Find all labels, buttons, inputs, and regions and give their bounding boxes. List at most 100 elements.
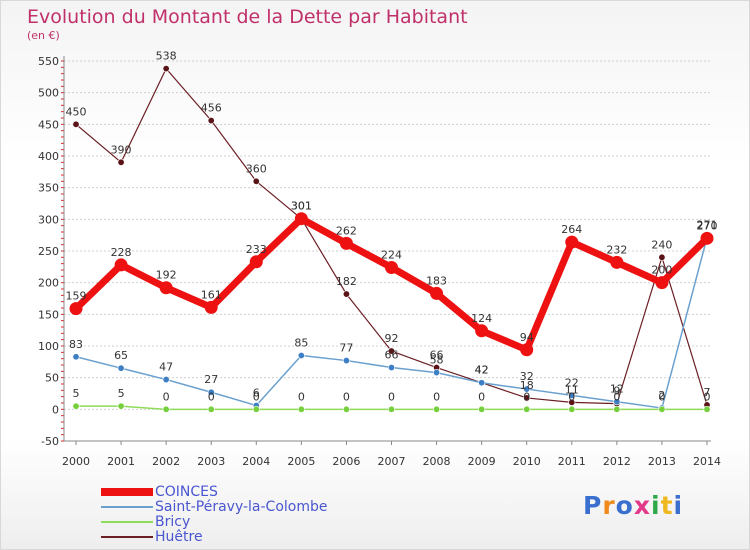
data-label: 7 [704,386,711,399]
data-point [385,260,398,274]
data-point [387,364,395,372]
data-point [430,286,444,300]
x-tick-label: 2002 [152,455,180,468]
data-label: 200 [651,264,672,277]
data-point [523,385,531,393]
data-label: 456 [201,102,222,115]
data-point [117,158,125,166]
legend-label: Bricy [155,514,191,530]
x-tick-label: 2005 [287,455,315,468]
legend-label: Huêtre [155,529,203,545]
data-point [114,258,128,272]
data-label: 450 [66,105,87,118]
y-tick-label: 300 [38,213,59,226]
data-point [162,376,170,384]
data-point [159,281,173,295]
data-point [523,394,531,402]
logo-letter: i [673,491,684,520]
data-point [342,290,350,298]
data-label: 27 [204,373,218,386]
data-label: 301 [291,200,312,213]
data-label: 42 [475,364,489,377]
legend-label: COINCES [155,484,218,500]
data-point [613,398,621,406]
data-label: 390 [111,143,132,156]
data-point [117,402,125,410]
data-point [565,235,579,249]
data-label: 5 [118,387,125,400]
data-label: 9 [613,385,620,398]
x-tick-label: 2008 [423,455,451,468]
data-label: 301 [291,200,312,213]
data-point [610,255,624,269]
legend-swatch [101,521,153,523]
data-label: 0 [163,390,170,403]
data-label: 0 [478,390,485,403]
y-tick-label: 250 [38,245,59,258]
data-point [204,300,218,314]
legend-item: Saint-Péravy-la-Colombe [101,500,328,515]
chart-subtitle: (en €) [27,29,60,42]
y-tick-label: 500 [38,87,59,100]
x-tick-label: 2013 [648,455,676,468]
data-label: 18 [520,379,534,392]
data-label: 159 [66,290,87,303]
data-label: 66 [430,349,444,362]
data-label: 0 [568,390,575,403]
data-point [700,231,714,245]
data-point [568,391,576,399]
data-label: 0 [523,390,530,403]
data-point [478,379,486,387]
data-label: 42 [475,364,489,377]
data-point [297,351,305,359]
x-tick-label: 2006 [332,455,360,468]
data-point [433,405,441,413]
data-label: 0 [208,390,215,403]
data-point [703,405,711,413]
data-point [387,405,395,413]
data-label: 85 [294,337,308,350]
x-tick-label: 2011 [558,455,586,468]
data-point [294,212,308,226]
y-tick-label: 0 [52,403,59,416]
data-point [207,117,215,125]
data-label: 12 [610,383,624,396]
data-label: 0 [388,390,395,403]
x-tick-label: 2010 [513,455,541,468]
data-label: 232 [606,243,627,256]
data-label: 233 [246,243,267,256]
data-label: 47 [159,361,173,374]
data-point [162,65,170,73]
chart-legend: COINCES Saint-Péravy-la-Colombe Bricy Huêtr… [101,485,328,545]
data-point [252,405,260,413]
data-label: 224 [381,248,402,261]
data-label: 124 [471,312,492,325]
data-label: 65 [114,349,128,362]
x-tick-label: 2014 [693,455,721,468]
logo-letter: i [651,491,661,520]
data-label: 360 [246,162,267,175]
logo-letter: o [615,491,634,520]
chart-title: Evolution du Montant de la Dette par Hab… [27,6,468,28]
legend-item: COINCES [101,485,328,500]
x-tick-label: 2000 [62,455,90,468]
data-label: 6 [253,387,260,400]
data-label: 83 [69,338,83,351]
logo-letter: r [602,491,616,520]
legend-label: Saint-Péravy-la-Colombe [155,499,328,515]
y-tick-label: 100 [38,340,59,353]
legend-swatch [101,506,153,508]
x-tick-label: 2012 [603,455,631,468]
data-label: 228 [111,246,132,259]
data-label: 0 [613,390,620,403]
data-point [117,364,125,372]
data-point [162,405,170,413]
data-point [475,324,489,338]
legend-swatch [101,536,153,538]
data-point [207,405,215,413]
data-label: 264 [561,223,582,236]
data-point [568,398,576,406]
x-tick-label: 2001 [107,455,135,468]
